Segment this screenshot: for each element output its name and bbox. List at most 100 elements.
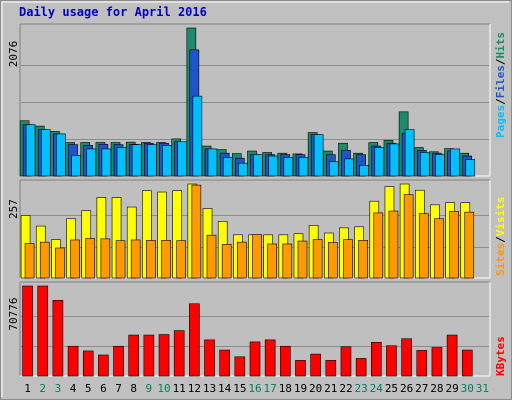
bar-kbytes: [446, 334, 458, 377]
bar-pages: [465, 159, 476, 177]
y-max-label: 257: [7, 199, 20, 219]
bar-kbytes: [37, 285, 49, 377]
bar-pages: [101, 148, 112, 177]
bar-sites: [161, 240, 171, 279]
bar-kbytes: [158, 334, 170, 377]
x-tick-label: 15: [233, 382, 246, 395]
bar-pages: [207, 148, 218, 177]
bar-sites: [221, 244, 232, 279]
legend-separator: /: [494, 58, 507, 65]
bar-kbytes: [386, 345, 397, 377]
bar-kbytes: [204, 339, 215, 377]
x-tick-label: 6: [100, 382, 107, 395]
bar-sites: [176, 240, 186, 279]
x-tick-label: 31: [476, 382, 489, 395]
bar-pages: [298, 157, 309, 177]
bar-kbytes: [461, 349, 473, 377]
bar-pages: [253, 154, 263, 177]
legend-top: Pages/Files/Hits: [494, 32, 507, 138]
bar-pages: [192, 95, 203, 177]
bar-pages: [450, 148, 460, 177]
bar-sites: [358, 240, 368, 279]
bar-pages: [374, 147, 385, 177]
legend-visits: Visits: [494, 197, 507, 237]
chart-title: Daily usage for April 2016: [19, 5, 207, 19]
bar-kbytes: [355, 358, 367, 377]
x-tick-label: 14: [218, 382, 232, 395]
bar-pages: [40, 129, 51, 177]
bar-pages: [25, 124, 36, 177]
bar-kbytes: [401, 338, 412, 377]
bar-kbytes: [325, 360, 337, 377]
legend-sites: Sites: [494, 243, 507, 276]
bar-sites: [146, 240, 156, 279]
bar-kbytes: [310, 353, 321, 377]
x-tick-label: 4: [70, 382, 77, 395]
bar-kbytes: [67, 345, 79, 377]
bar-sites: [39, 241, 50, 279]
bar-sites: [403, 194, 414, 279]
bar-kbytes: [249, 341, 261, 377]
bar-pages: [131, 144, 142, 177]
x-tick-label: 26: [400, 382, 413, 395]
x-tick-label: 28: [430, 382, 443, 395]
bar-kbytes: [234, 356, 246, 377]
bar-pages: [313, 134, 324, 177]
bar-kbytes: [295, 360, 306, 377]
bar-pages: [177, 141, 187, 177]
bar-sites: [130, 239, 141, 279]
bar-sites: [282, 243, 293, 279]
bar-sites: [237, 241, 247, 279]
bar-kbytes: [143, 334, 155, 377]
legend-pages: Pages: [494, 105, 507, 138]
x-tick-label: 7: [115, 382, 122, 395]
x-tick-label: 17: [264, 382, 277, 395]
bar-pages: [359, 165, 369, 177]
bar-sites: [388, 210, 399, 279]
bar-pages: [344, 158, 354, 177]
legend-mid: Sites/Visits: [494, 197, 507, 277]
x-tick-label: 20: [309, 382, 322, 395]
x-tick-label: 13: [203, 382, 216, 395]
bar-kbytes: [189, 303, 200, 377]
bar-kbytes: [219, 349, 230, 377]
x-tick-label: 22: [339, 382, 352, 395]
bar-pages: [238, 162, 248, 177]
x-tick-label: 8: [130, 382, 137, 395]
bar-pages: [222, 157, 233, 177]
bar-sites: [115, 240, 126, 279]
bar-sites: [328, 242, 338, 279]
bar-kbytes: [98, 354, 109, 377]
y-max-label: 70776: [7, 297, 20, 330]
x-tick-label: 25: [385, 382, 398, 395]
bar-sites: [297, 240, 308, 279]
bar-sites: [191, 184, 202, 279]
bar-pages: [389, 143, 400, 177]
bar-pages: [162, 145, 172, 177]
bar-sites: [24, 243, 35, 279]
legend-files: Files: [494, 65, 507, 98]
bar-pages: [329, 161, 339, 177]
bar-kbytes: [340, 346, 352, 377]
x-tick-label: 11: [173, 382, 186, 395]
x-tick-label: 9: [146, 382, 153, 395]
bar-sites: [464, 211, 475, 279]
bar-kbytes: [431, 347, 443, 377]
bar-kbytes: [52, 300, 64, 377]
bar-sites: [267, 243, 277, 279]
bar-sites: [252, 234, 262, 279]
bar-pages: [71, 155, 81, 177]
y-max-label: 2076: [7, 41, 20, 68]
bar-pages: [56, 133, 66, 177]
x-tick-label: 23: [355, 382, 368, 395]
bar-kbytes: [22, 285, 33, 377]
bar-pages: [419, 152, 430, 177]
bar-kbytes: [113, 345, 124, 377]
bar-kbytes: [82, 350, 94, 377]
bar-sites: [373, 212, 384, 279]
bar-sites: [70, 239, 80, 279]
bar-sites: [312, 239, 323, 279]
x-tick-label: 27: [415, 382, 428, 395]
bar-pages: [268, 155, 278, 177]
